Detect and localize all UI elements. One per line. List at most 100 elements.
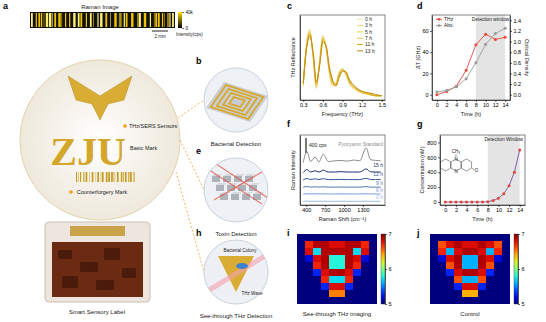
tick-mark (430, 73, 432, 74)
axis-line (518, 235, 519, 305)
axis-line (440, 136, 441, 206)
plot-frame (300, 135, 385, 205)
panel-a: Raman Image040kIntensity(cps)2 mmZJUTHz/… (20, 4, 204, 315)
marker (460, 201, 463, 204)
tick-label: 8 (475, 102, 478, 108)
tick-label: 4 (455, 102, 458, 108)
tick: 0.4 (510, 71, 521, 77)
tick-label: 800 (427, 140, 436, 146)
cell (297, 276, 305, 283)
cell (494, 283, 502, 290)
line-chart: 0.30.60.91.21.50 h3 h5 h7 h11 h13 hFrequ… (290, 15, 386, 117)
pillar (216, 185, 224, 191)
barcode-bar (78, 172, 80, 182)
cell (494, 276, 502, 283)
cell (297, 290, 305, 297)
cell (494, 248, 502, 255)
marker (494, 32, 497, 35)
barcode-bar (106, 172, 108, 182)
barcode-bar (95, 172, 97, 182)
marker (474, 61, 477, 64)
cell (478, 290, 486, 297)
cell (430, 276, 438, 283)
tick: 0 (433, 199, 440, 205)
panel-label: d (417, 1, 423, 11)
figure: abcdefghijRaman Image040kIntensity(cps)2… (0, 0, 546, 322)
tick-mark (430, 31, 432, 32)
axis-title: Frequency (THz) (322, 111, 363, 117)
tick-label: 12 (493, 102, 499, 108)
series-line (303, 31, 381, 96)
cell (313, 255, 321, 262)
cell (446, 269, 454, 276)
tick-mark (385, 269, 387, 270)
cell (454, 255, 462, 262)
cell (369, 262, 377, 269)
cell (446, 290, 454, 297)
illustration-circle (204, 158, 268, 222)
axis: 40070010001300 (301, 205, 386, 213)
tick-label: 60 (422, 28, 428, 34)
plot-area (444, 135, 521, 205)
raman-stripe (36, 13, 37, 27)
cell (454, 262, 462, 269)
tick: 4 (466, 205, 469, 213)
raman-stripe (43, 13, 45, 27)
cell (462, 290, 470, 297)
axis: 567 (385, 231, 392, 307)
tick-label: 0 (433, 199, 436, 205)
marker (502, 192, 505, 195)
cell (337, 262, 345, 269)
tick-mark (510, 95, 512, 96)
caption: Control (460, 311, 479, 317)
cell (462, 262, 470, 269)
legend-swatch (357, 19, 363, 20)
axis-title: Optical Density (524, 39, 530, 76)
raman-stripe (137, 13, 139, 27)
axis: 0204060 (422, 16, 432, 101)
cell (486, 276, 494, 283)
panel-label: e (196, 146, 201, 156)
tick-label: 2 (446, 102, 449, 108)
cell (486, 234, 494, 241)
cell (446, 276, 454, 283)
cell (438, 248, 446, 255)
cell (313, 262, 321, 269)
pillar-top (231, 192, 242, 194)
raman-stripe (105, 13, 107, 27)
tick: 0.3 (300, 100, 308, 108)
tick: 7 (518, 231, 525, 237)
tick-label: 40k (186, 10, 194, 15)
cell (494, 297, 502, 304)
cell (361, 234, 369, 241)
plot-frame (432, 15, 510, 100)
cell (345, 248, 353, 255)
barcode-bar (130, 172, 132, 182)
barcode-bar (97, 172, 99, 182)
laser-beam (210, 160, 268, 198)
mark-dot (69, 190, 73, 194)
legend-label: 5 h (365, 29, 372, 35)
tick-mark (518, 234, 520, 235)
marker (454, 201, 457, 204)
cell (345, 297, 353, 304)
cell (297, 255, 305, 262)
cell (337, 290, 345, 297)
tick-label: 14 (517, 207, 523, 213)
illustration: Toxin Detection (204, 158, 268, 237)
cell (438, 269, 446, 276)
marker (445, 89, 448, 92)
cell (321, 297, 329, 304)
raman-image (30, 12, 175, 28)
cell (462, 241, 470, 248)
cell (430, 269, 438, 276)
axis-line (510, 16, 511, 101)
axis-line (182, 13, 183, 29)
marker (484, 33, 487, 36)
axis (300, 16, 301, 101)
raman-stripe (69, 13, 70, 27)
scale-bar-label: 400 cps (309, 142, 327, 148)
raman-stripe (118, 13, 120, 27)
marker (444, 201, 447, 204)
tick-label: 0 (425, 92, 428, 98)
